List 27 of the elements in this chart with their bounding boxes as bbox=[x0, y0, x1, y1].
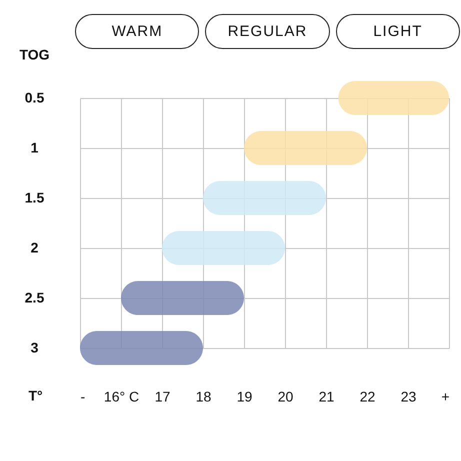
y-tick-label: 2 bbox=[30, 240, 39, 256]
x-tick-label: 21 bbox=[318, 388, 334, 404]
bar bbox=[338, 81, 449, 115]
text: REGULAR bbox=[205, 14, 330, 49]
bar bbox=[121, 281, 244, 315]
y-tick-label: 1.5 bbox=[24, 190, 44, 206]
bar bbox=[162, 231, 285, 265]
y-axis-title: TOG bbox=[19, 46, 50, 62]
x-tick-label: 17 bbox=[154, 388, 170, 404]
x-tick-label: 18 bbox=[196, 388, 212, 404]
bar bbox=[244, 131, 367, 165]
y-tick-label: 0.5 bbox=[24, 90, 44, 106]
text: LIGHT bbox=[336, 14, 460, 49]
text: WARM bbox=[75, 14, 200, 49]
bar bbox=[80, 331, 203, 365]
x-tick-label: + bbox=[441, 388, 450, 404]
x-tick-label: - bbox=[80, 388, 86, 404]
x-tick-label: 16° C bbox=[104, 388, 140, 404]
x-tick-label: 19 bbox=[236, 388, 252, 404]
y-tick-label: 3 bbox=[30, 340, 39, 356]
x-tick-label: 22 bbox=[360, 388, 376, 404]
bar bbox=[203, 181, 326, 215]
x-axis-title: T° bbox=[28, 388, 43, 404]
y-tick-label: 2.5 bbox=[24, 290, 44, 306]
y-tick-label: 1 bbox=[30, 140, 39, 156]
x-tick-label: 20 bbox=[278, 388, 294, 404]
x-tick-label: 23 bbox=[400, 388, 416, 404]
